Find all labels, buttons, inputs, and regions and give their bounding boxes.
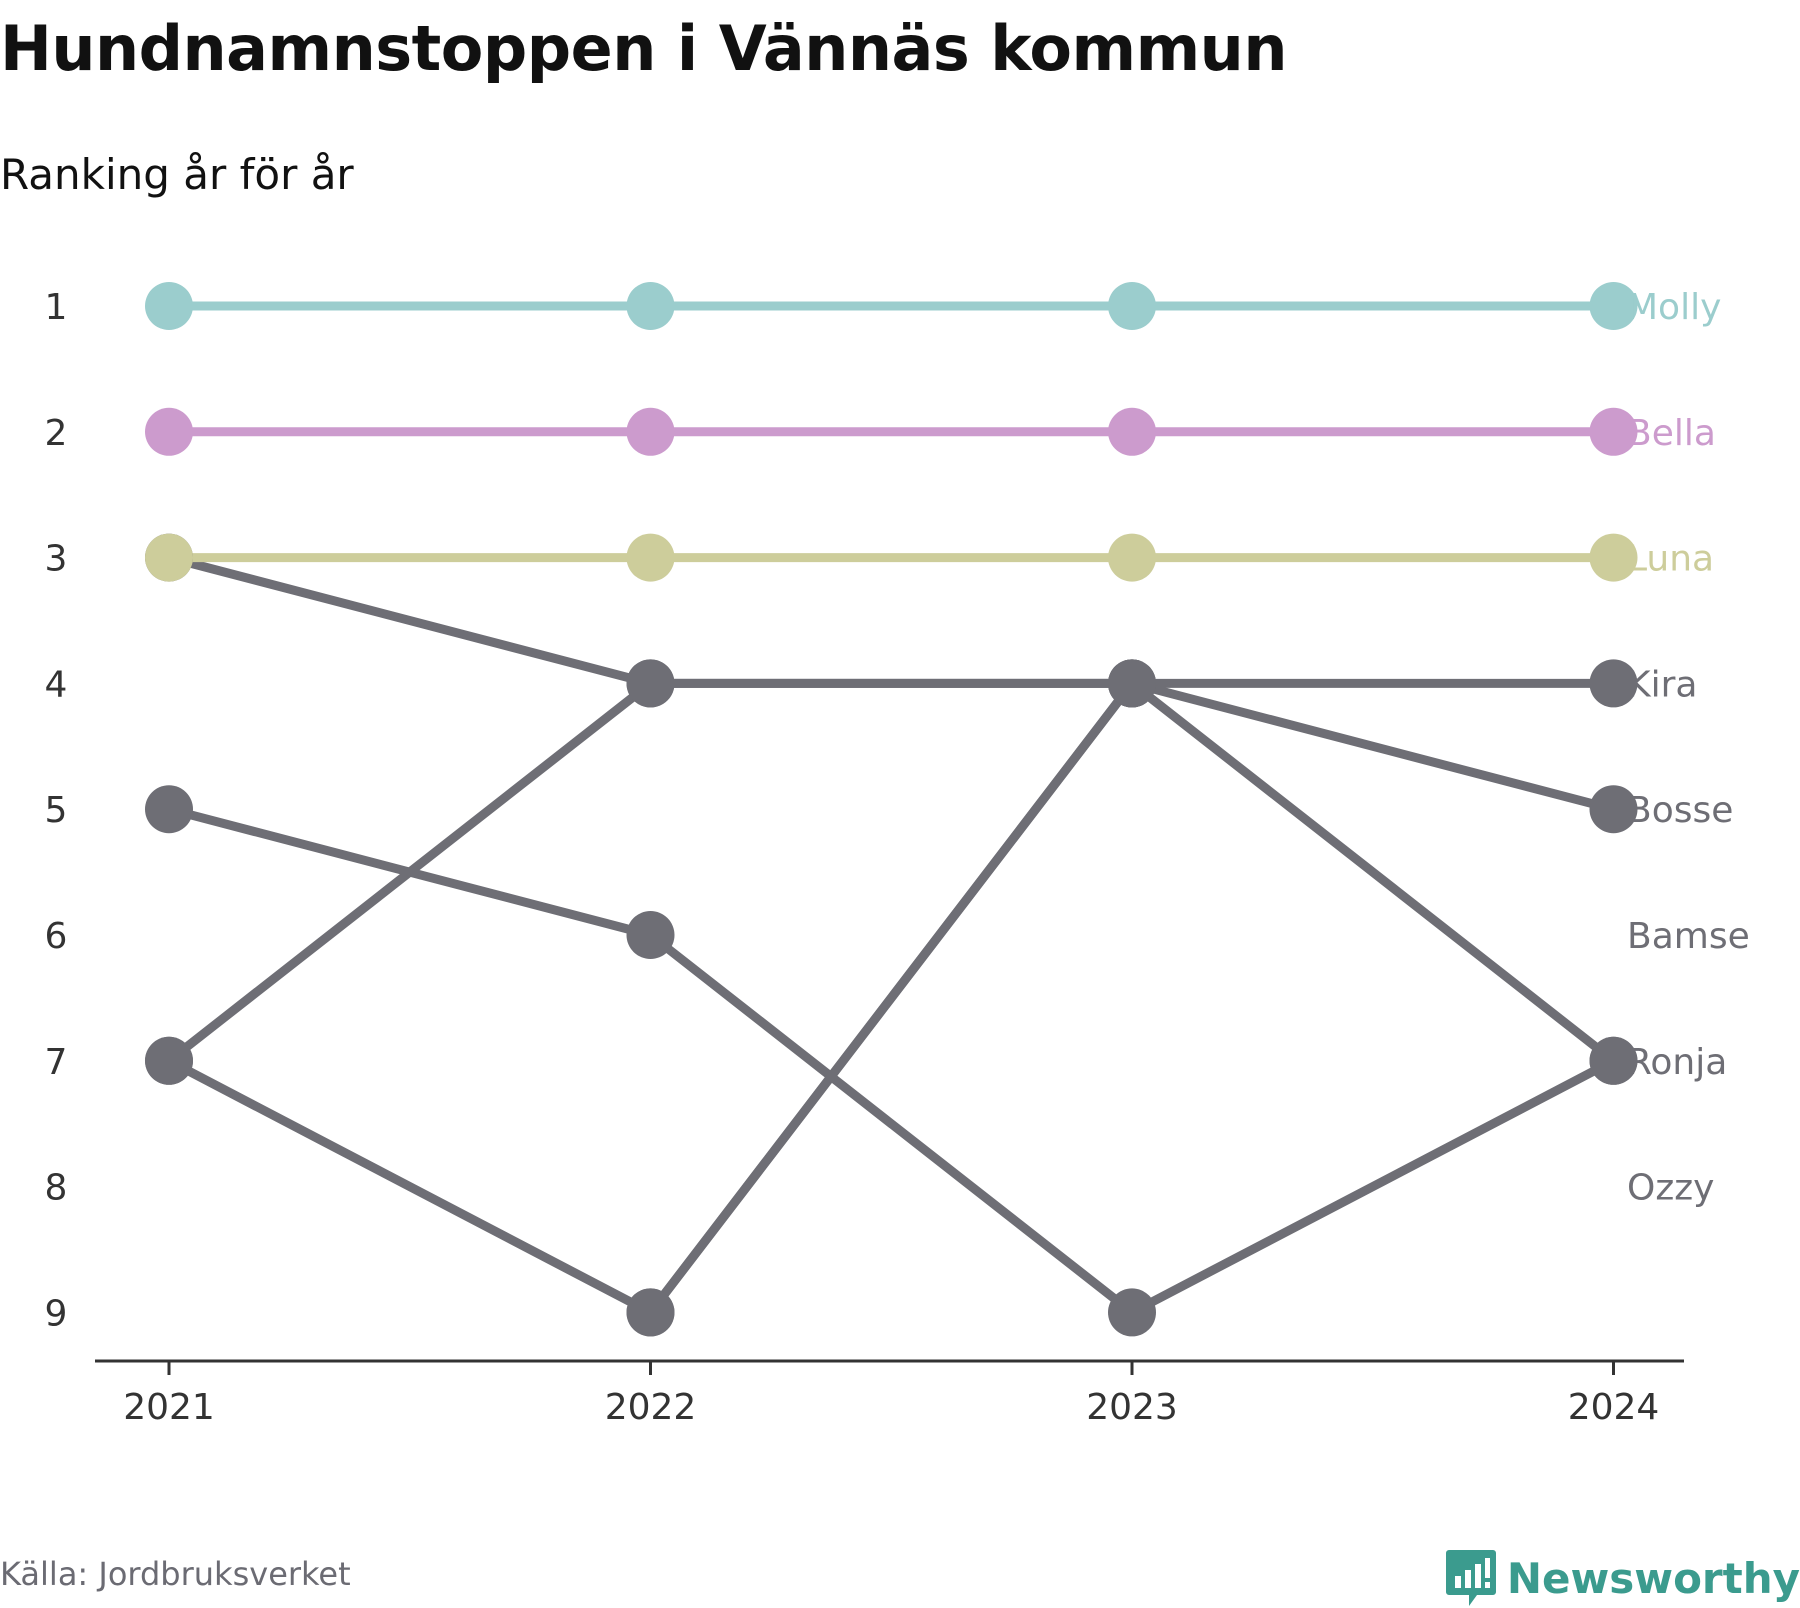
newsworthy-logo-icon (1445, 1550, 1496, 1606)
point-molly-2024 (1589, 282, 1638, 330)
end-label-luna: Luna (1627, 539, 1714, 580)
point-ozzy-2021 (145, 1036, 193, 1085)
x-tick-label: 2024 (1568, 1387, 1660, 1428)
point-bella-2024 (1589, 407, 1638, 456)
bump-chart: Molly Bella Luna Kira Bosse Bamse Ronja Ozzy 1 2… (45, 282, 1750, 1428)
point-ronja-2022 (626, 911, 675, 959)
axes: 1 2 3 4 5 6 7 8 9 2021 2022 2023 2024 (45, 287, 1684, 1428)
x-tick-label: 2021 (123, 1387, 215, 1428)
end-labels: Molly Bella Luna Kira Bosse Bamse Ronja Ozzy (1627, 287, 1750, 1209)
y-tick-label: 9 (45, 1293, 68, 1334)
y-tick-label: 4 (45, 664, 68, 705)
point-molly-2023 (1108, 282, 1156, 330)
series-line-ozzy (164, 678, 1618, 1317)
chart-subtitle: Ranking år för år (0, 150, 354, 199)
point-ronja-2021 (145, 785, 193, 834)
point-molly-2021 (145, 282, 193, 330)
point-luna-2023 (1108, 533, 1156, 582)
point-molly-2022 (626, 282, 675, 330)
point-bella-2021 (145, 407, 193, 456)
point-bosse-2022 (626, 659, 675, 708)
end-label-bella: Bella (1627, 413, 1716, 454)
brand-name: Newsworthy (1506, 1553, 1800, 1603)
point-bella-2023 (1108, 407, 1156, 456)
point-ozzy-2024 (1589, 1036, 1638, 1085)
y-tick-label: 6 (45, 916, 68, 957)
point-luna-2022 (626, 533, 675, 582)
brand-logo: Newsworthy (1445, 1548, 1800, 1608)
chart-title: Hundnamnstoppen i Vännäs kommun (0, 12, 1287, 85)
y-tick-label: 2 (45, 413, 68, 454)
x-tick-label: 2022 (605, 1387, 697, 1428)
x-tick-label: 2023 (1086, 1387, 1178, 1428)
series-line-bosse (164, 553, 1618, 814)
series-line-ronja (164, 804, 1618, 1317)
y-tick-label: 8 (45, 1168, 68, 1209)
series-points (145, 282, 1638, 1337)
y-tick-label: 5 (45, 790, 68, 831)
point-ozzy-2023 (1108, 659, 1156, 708)
point-luna-2021 (145, 533, 193, 582)
series-lines (164, 301, 1618, 1317)
point-ronja-2023 (1108, 1288, 1156, 1337)
source-note: Källa: Jordbruksverket (0, 1555, 351, 1593)
point-bella-2022 (626, 407, 675, 456)
point-kira-2024 (1589, 659, 1638, 708)
end-label-ozzy: Ozzy (1627, 1168, 1714, 1209)
end-label-molly: Molly (1627, 287, 1721, 328)
end-label-kira: Kira (1627, 664, 1697, 705)
y-tick-label: 1 (45, 287, 68, 328)
point-bosse-2024 (1589, 785, 1638, 834)
end-label-bamse: Bamse (1627, 916, 1750, 957)
point-ozzy-2022 (626, 1288, 675, 1337)
y-tick-label: 3 (45, 539, 68, 580)
point-luna-2024 (1589, 533, 1638, 582)
end-label-ronja: Ronja (1627, 1042, 1727, 1083)
end-label-bosse: Bosse (1627, 790, 1733, 831)
y-tick-label: 7 (45, 1042, 68, 1083)
